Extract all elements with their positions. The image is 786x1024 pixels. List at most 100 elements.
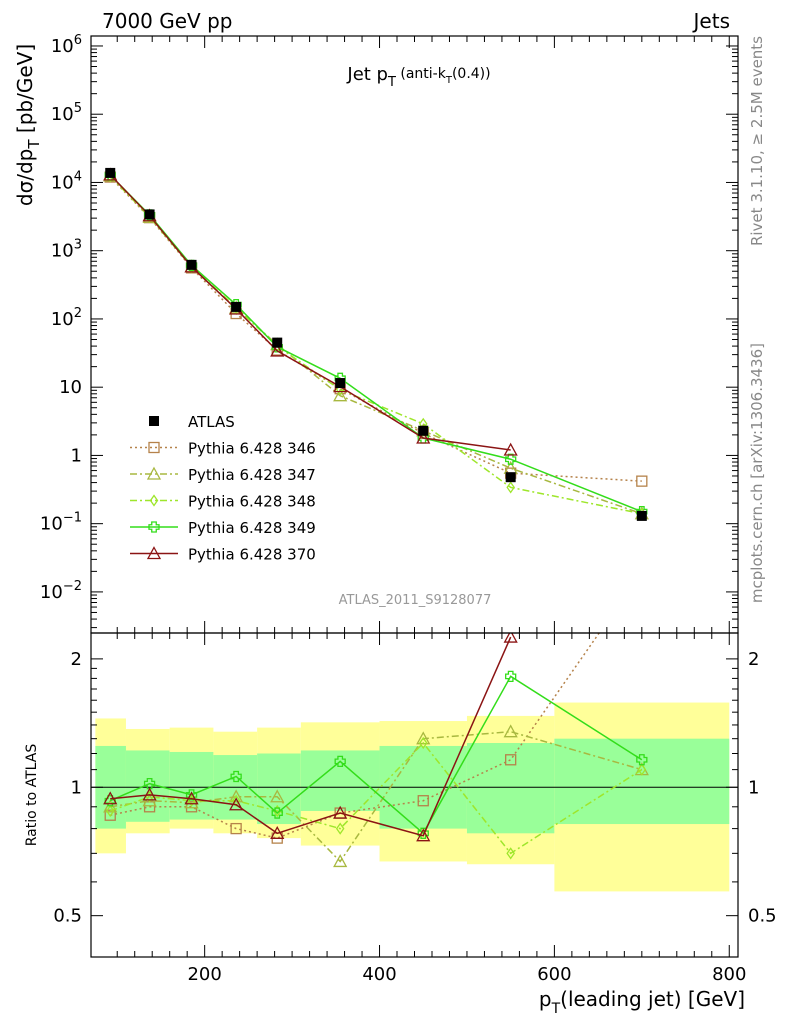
data-point	[418, 425, 429, 436]
ratio-pythia-6-428-370	[103, 633, 518, 842]
ratio-point	[334, 755, 346, 768]
ratio-point	[229, 797, 244, 811]
series-line	[109, 174, 643, 513]
ratio-y-tick-label-right: 2	[748, 649, 759, 670]
x-tick-label: 800	[712, 964, 746, 985]
ratio-point	[270, 789, 285, 803]
side-label-top: Rivet 3.1.10, ≥ 2.5M events	[748, 36, 766, 246]
main-y-tick-label: 10−1	[40, 511, 82, 535]
ratio-band-inner	[466, 743, 555, 834]
x-tick-label: 600	[537, 964, 571, 985]
side-label-bottom: mcplots.cern.ch [arXiv:1306.3436]	[748, 343, 766, 603]
legend-entry: Pythia 6.428 347	[130, 466, 316, 484]
series-pythia-6-428-349	[104, 169, 648, 518]
ratio-line	[109, 741, 643, 855]
series-point	[270, 343, 285, 357]
ratio-y-tick-label-right: 1	[748, 777, 759, 798]
legend-entry: Pythia 6.428 349	[130, 519, 316, 537]
header-right: Jets	[692, 9, 730, 33]
ratio-point	[143, 777, 156, 790]
ratio-point	[333, 805, 348, 819]
legend-entry: Pythia 6.428 346	[130, 440, 316, 458]
legend-entry: Pythia 6.428 370	[130, 546, 316, 564]
main-panel-series	[103, 167, 649, 521]
analysis-label: ATLAS_2011_S9128077	[339, 593, 492, 608]
main-y-tick-label: 10−2	[40, 579, 82, 603]
main-y-tick-label: 1	[71, 445, 82, 466]
ratio-point	[229, 789, 244, 803]
main-y-tick-label: 104	[51, 169, 82, 193]
ratio-point	[333, 854, 348, 868]
legend-label: Pythia 6.428 346	[188, 440, 316, 458]
ratio-point	[230, 770, 242, 783]
data-point	[105, 167, 116, 178]
main-frame	[90, 35, 739, 634]
data-point	[505, 472, 516, 483]
main-y-tick-label: 105	[51, 101, 82, 125]
ratio-point	[185, 789, 198, 801]
legend-marker	[149, 494, 159, 507]
data-point	[335, 378, 346, 389]
ratio-point	[417, 795, 429, 807]
ratio-line	[110, 730, 643, 863]
ratio-point	[335, 822, 345, 835]
ratio-point	[105, 804, 115, 818]
series-pythia-6-428-346	[104, 171, 648, 487]
main-y-tick-label: 106	[51, 33, 82, 57]
main-y-tick-label: 103	[51, 238, 82, 262]
data-point	[231, 301, 242, 312]
ratio-line	[109, 675, 643, 835]
series-point	[505, 453, 517, 465]
ratio-point	[505, 754, 517, 766]
x-tick-label: 200	[187, 964, 221, 985]
ratio-point	[636, 754, 648, 766]
series-pythia-6-428-370	[103, 167, 518, 456]
legend-marker	[146, 466, 162, 480]
ratio-point	[103, 791, 118, 805]
ratio-band-inner	[554, 738, 730, 825]
ratio-y-tick-label-right: 0.5	[748, 906, 777, 927]
legend-marker	[146, 546, 162, 560]
series-point	[503, 442, 518, 456]
main-y-tick-label: 10	[59, 377, 82, 398]
chart-axes: 200 400 600 80010610510410310210110−110−20.…	[40, 33, 777, 985]
ratio-point	[142, 787, 157, 801]
legend-entry: ATLAS	[149, 413, 235, 431]
ratio-y-tick-label-left: 2	[71, 649, 82, 670]
ratio-point	[418, 736, 428, 750]
data-point	[144, 209, 155, 220]
ratio-point	[230, 822, 242, 835]
main-ylabel: dσ/dpT [pb/GeV]	[13, 44, 43, 206]
plot-title: Jet pT (anti-kT(0.4))	[346, 64, 490, 90]
series-line	[109, 176, 642, 482]
ratio-point	[503, 633, 518, 643]
legend-marker	[149, 416, 159, 426]
ratio-line	[110, 636, 512, 837]
series-point	[333, 388, 348, 402]
ratio-point	[271, 807, 283, 819]
x-tick-label: 400	[362, 964, 396, 985]
legend: ATLAS Pythia 6.428 346 Pythia 6.428 347 Pyt…	[130, 413, 316, 564]
ratio-point	[503, 724, 518, 738]
ratio-y-tick-label-left: 0.5	[53, 906, 82, 927]
legend-label: Pythia 6.428 349	[188, 519, 316, 537]
ratio-point	[184, 791, 199, 805]
series-point	[636, 475, 648, 487]
ratio-point	[270, 825, 285, 839]
series-pythia-6-428-347	[103, 168, 649, 520]
legend-label: Pythia 6.428 370	[188, 546, 316, 564]
legend-label: Pythia 6.428 348	[188, 493, 316, 511]
ratio-y-tick-label-left: 1	[71, 777, 82, 798]
series-line	[109, 174, 511, 451]
data-point	[272, 337, 283, 348]
legend-label: Pythia 6.428 347	[188, 466, 316, 484]
ratio-point	[231, 794, 241, 807]
ratio-point	[506, 847, 515, 860]
ratio-band-inner	[300, 750, 380, 811]
data-point	[186, 259, 197, 270]
ratio-line	[110, 633, 601, 839]
series-line	[109, 175, 643, 515]
legend-label: ATLAS	[188, 413, 235, 431]
chart-marks	[103, 167, 649, 868]
